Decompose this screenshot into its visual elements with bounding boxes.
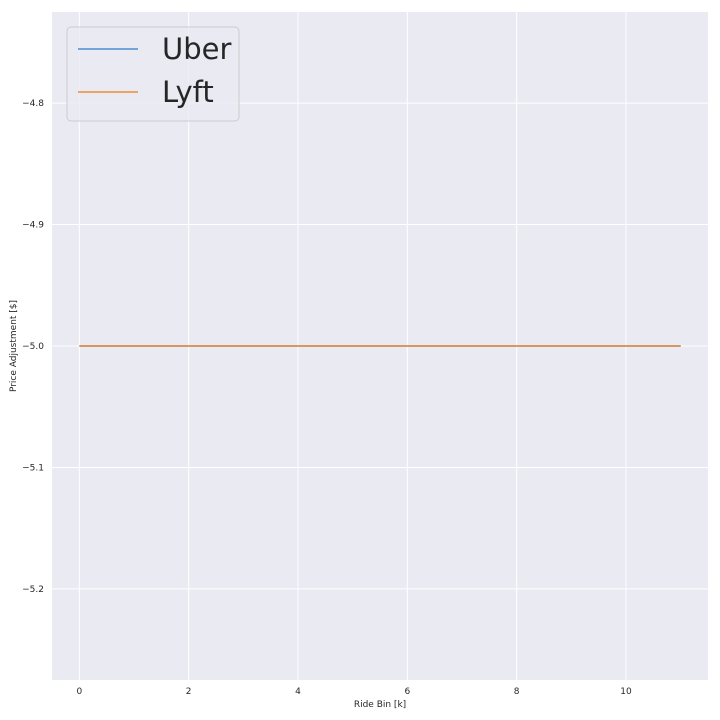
y-tick-label: −5.1: [22, 463, 44, 473]
y-tick-label: −4.8: [22, 99, 44, 109]
legend-box: [66, 26, 240, 122]
legend-label-uber: Uber: [162, 32, 231, 66]
y-tick-label: −4.9: [22, 221, 44, 231]
tick-labels: 0 2 4 6 8 10 −4.8 −4.9 −5.0 −5.1 −5.2: [22, 99, 632, 697]
y-tick-label: −5.2: [22, 585, 44, 595]
x-tick-label: 2: [186, 687, 192, 697]
legend-label-lyft: Lyft: [162, 75, 214, 109]
x-axis-label: Ride Bin [k]: [354, 700, 406, 710]
x-tick-label: 8: [514, 687, 520, 697]
y-tick-label: −5.0: [22, 342, 44, 352]
x-tick-label: 10: [620, 687, 632, 697]
y-axis-label: Price Adjustment [$]: [9, 300, 19, 392]
x-tick-label: 4: [295, 687, 301, 697]
x-tick-label: 0: [76, 687, 82, 697]
legend: Uber Lyft: [66, 26, 240, 122]
x-tick-label: 6: [404, 687, 410, 697]
